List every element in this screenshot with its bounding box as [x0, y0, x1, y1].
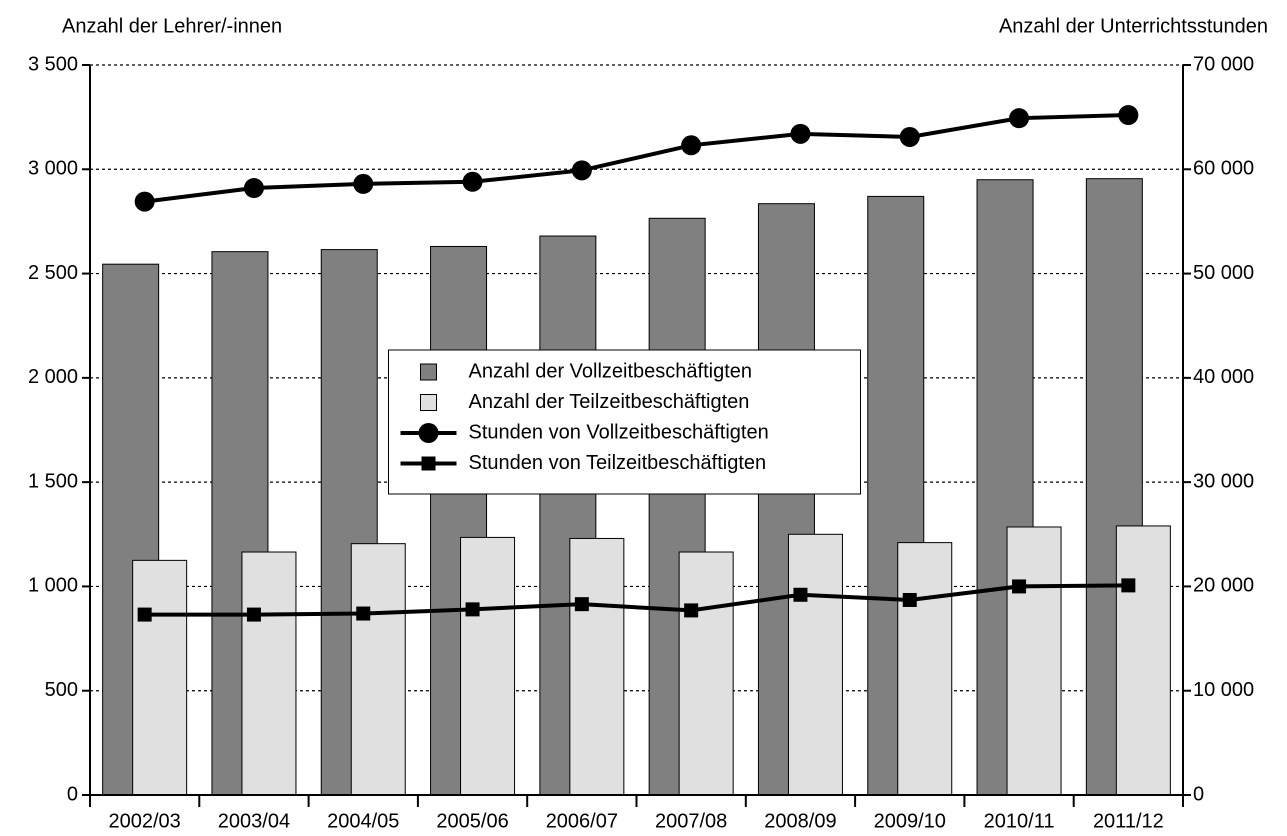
- y2-tick-label: 60 000: [1193, 158, 1254, 180]
- y2-axis-label: Anzahl der Unterrichtsstunden: [999, 15, 1268, 37]
- bar: [132, 559, 188, 796]
- line-marker: [574, 597, 589, 612]
- legend-box: [388, 349, 861, 495]
- y-tick-label: 3 500: [28, 53, 78, 75]
- y2-tick-label: 30 000: [1193, 470, 1254, 492]
- y-tick-label: 1 500: [28, 470, 78, 492]
- x-tick-label: 2005/06: [436, 810, 508, 832]
- line-marker: [899, 126, 920, 147]
- line-marker: [1012, 579, 1027, 594]
- line-marker: [353, 173, 374, 194]
- line-marker: [571, 160, 592, 181]
- x-tick-label: 2009/10: [874, 810, 946, 832]
- x-tick-label: 2007/08: [655, 810, 727, 832]
- bar: [787, 533, 843, 796]
- legend-marker: [421, 456, 436, 471]
- y2-tick-label: 70 000: [1193, 53, 1254, 75]
- legend-label: Anzahl der Vollzeitbeschäftigten: [469, 360, 753, 382]
- line-marker: [246, 607, 261, 622]
- bar: [211, 251, 269, 796]
- y-tick-label: 0: [67, 783, 78, 805]
- line-marker: [681, 135, 702, 156]
- bar: [1115, 525, 1171, 796]
- x-tick-label: 2008/09: [764, 810, 836, 832]
- y2-tick-label: 0: [1193, 783, 1204, 805]
- line-marker: [790, 123, 811, 144]
- line: [144, 583, 1129, 617]
- y2-tick-label: 10 000: [1193, 679, 1254, 701]
- legend-label: Anzahl der Teilzeitbeschäftigten: [469, 391, 750, 413]
- legend-marker: [418, 423, 439, 443]
- x-tick-label: 2011/12: [1093, 810, 1164, 832]
- y2-tick-label: 20 000: [1193, 575, 1254, 597]
- bar: [569, 537, 625, 796]
- y-tick-label: 3 000: [28, 158, 78, 180]
- y-tick-label: 2 000: [28, 366, 78, 388]
- y2-tick-label: 40 000: [1193, 366, 1254, 388]
- x-tick-label: 2002/03: [109, 810, 181, 832]
- y-tick-label: 2 500: [28, 262, 78, 284]
- legend-swatch: [420, 363, 437, 381]
- line: [144, 113, 1129, 204]
- line-marker: [1121, 578, 1136, 593]
- legend-label: Stunden von Teilzeitbeschäftigten: [469, 452, 767, 474]
- x-tick-label: 2004/05: [327, 810, 399, 832]
- bar: [350, 543, 406, 796]
- line-marker: [793, 587, 808, 602]
- legend-label: Stunden von Vollzeitbeschäftigten: [469, 421, 769, 443]
- line-marker: [243, 178, 264, 199]
- y2-tick-label: 50 000: [1193, 262, 1254, 284]
- line-marker: [462, 171, 483, 192]
- x-tick-label: 2006/07: [546, 810, 618, 832]
- legend-swatch: [420, 394, 437, 411]
- line-marker: [465, 602, 480, 617]
- bar: [897, 542, 953, 796]
- y-tick-label: 500: [45, 679, 78, 701]
- line-marker: [684, 603, 699, 618]
- line-marker: [1118, 105, 1139, 126]
- x-tick-label: 2010/11: [984, 810, 1055, 832]
- line-marker: [356, 606, 371, 621]
- bar: [460, 536, 516, 796]
- y-tick-label: 1 000: [28, 575, 78, 597]
- line-marker: [1009, 108, 1030, 129]
- line-marker: [902, 592, 917, 607]
- line-marker: [137, 607, 152, 622]
- bar: [678, 551, 734, 796]
- y-axis-label: Anzahl der Lehrer/-innen: [62, 15, 282, 37]
- bar: [241, 551, 297, 796]
- x-tick-label: 2003/04: [218, 810, 290, 832]
- bar: [1006, 526, 1062, 796]
- line-marker: [134, 191, 155, 212]
